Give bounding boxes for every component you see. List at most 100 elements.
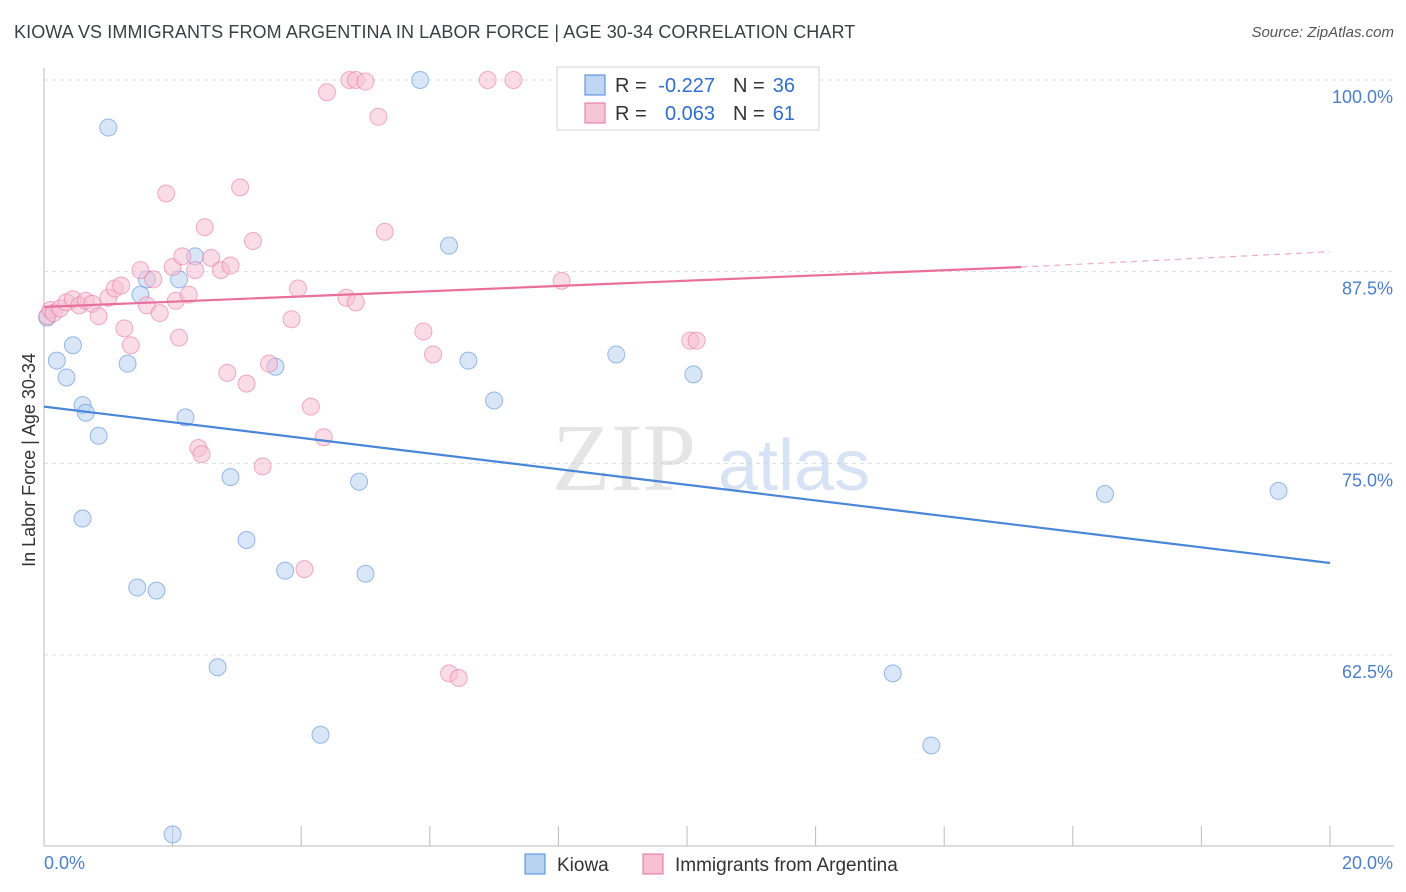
data-point [440,236,459,255]
data-point [276,561,295,580]
data-point [375,222,394,241]
data-point [314,428,333,447]
data-point [131,261,150,280]
data-point [128,578,147,597]
data-point [57,368,76,387]
data-point [157,184,176,203]
data-point [63,336,82,355]
data-point [301,397,320,416]
x-tick-label: 20.0% [1342,853,1393,873]
y-tick-label: 87.5% [1342,279,1393,299]
data-point [356,564,375,583]
data-point [47,351,66,370]
y-tick-label: 100.0% [1332,87,1393,107]
data-point [485,391,504,410]
series-points-1 [38,71,706,687]
y-axis-label: In Labor Force | Age 30-34 [19,353,39,567]
data-point [311,725,330,744]
grid [44,79,1394,656]
data-point [237,531,256,549]
series-legend-label: Kiowa [557,855,609,876]
data-point [243,232,262,250]
series-legend-swatch [524,853,546,875]
data-point [356,72,375,91]
data-point [350,472,369,491]
legend-n-value: 36 [773,75,795,97]
trend-line-extension-1 [1021,251,1331,268]
data-point [295,560,314,579]
legend-r-label: R = [615,103,647,125]
data-point [73,509,92,528]
watermark: ZIP atlas [552,404,870,511]
data-point [414,322,433,341]
data-point [260,354,279,373]
x-tick-label: 0.0% [44,853,85,873]
data-point [112,276,131,295]
data-point [504,71,523,89]
data-point [684,365,703,384]
data-point [346,293,365,312]
series-legend: Kiowa Immigrants from Argentina [524,853,898,876]
data-point [369,107,388,126]
data-point [424,345,443,364]
x-tick-labels: 0.0% 20.0% [44,853,1393,873]
data-points [38,71,1288,844]
data-point [202,248,221,267]
legend-n-label: N = [733,75,765,97]
data-point [1095,485,1114,503]
data-point [449,669,468,687]
chart-title: KIOWA VS IMMIGRANTS FROM ARGENTINA IN LA… [14,22,856,42]
series-legend-swatch [642,853,664,875]
data-point [170,328,189,347]
series-points-0 [38,71,1288,844]
data-point [208,658,227,677]
y-tick-label: 62.5% [1342,662,1393,682]
legend-r-label: R = [615,75,647,97]
data-point [288,279,307,298]
data-point [478,71,497,89]
data-point [231,178,250,197]
data-point [221,256,240,275]
data-point [118,354,137,373]
data-point [253,457,272,476]
data-point [1269,481,1288,500]
data-point [317,83,336,102]
legend-r-value: 0.063 [665,103,715,125]
trend-line-0 [43,405,1331,565]
data-point [459,351,478,370]
data-point [179,285,198,304]
data-point [221,468,240,487]
data-point [163,825,182,844]
legend-n-label: N = [733,103,765,125]
data-point [687,331,706,350]
data-point [121,336,140,355]
watermark-atlas: atlas [718,426,870,506]
data-point [89,426,108,445]
legend-swatch [584,102,606,124]
legend-n-value: 61 [773,103,795,125]
y-tick-labels: 100.0% 87.5% 75.0% 62.5% [1332,87,1393,682]
data-point [883,664,902,683]
source-label: Source: ZipAtlas.com [1251,24,1394,41]
trend-line-1 [43,265,1022,309]
data-point [99,118,118,137]
data-point [192,445,211,464]
data-point [115,319,134,338]
data-point [150,304,169,323]
trend-lines [43,251,1331,565]
data-point [195,218,214,237]
legend-swatch [584,74,606,96]
axes [43,68,1394,847]
data-point [186,261,205,280]
data-point [89,307,108,326]
data-point [218,363,237,382]
data-point [147,581,166,600]
data-point [922,736,941,755]
data-point [607,345,626,364]
watermark-zip: ZIP [552,404,696,511]
data-point [411,71,430,89]
data-point [144,270,163,289]
data-point [237,374,256,393]
series-legend-label: Immigrants from Argentina [675,855,898,876]
